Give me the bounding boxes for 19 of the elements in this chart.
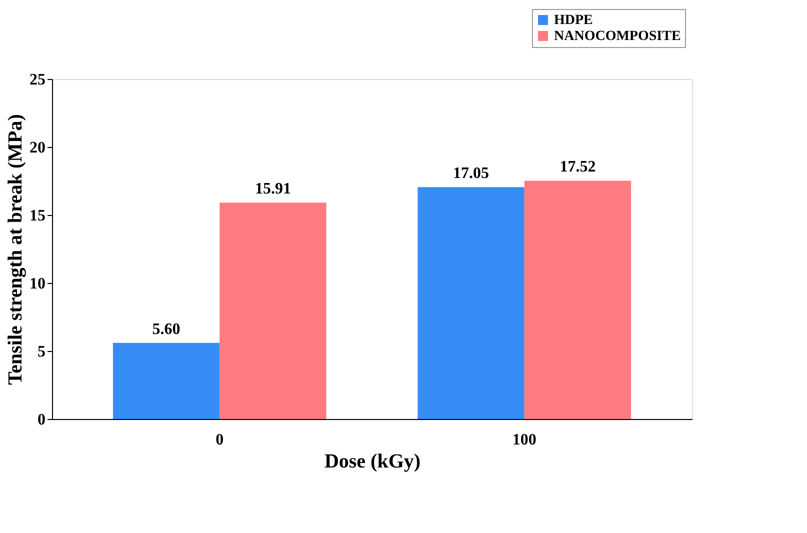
bar [112,342,220,419]
data-label: 15.91 [254,180,291,198]
y-tick-label: 20 [30,140,46,156]
data-label: 5.60 [152,320,180,338]
bar [220,202,326,419]
x-axis-title: Dose (kGy) [324,450,421,472]
data-label: 17.05 [453,165,490,182]
legend-label: HDPE [554,13,593,28]
y-axis-title: Tensile strength at break (MPa) [4,114,26,385]
x-tick-label: 100 [512,432,536,448]
legend-label: NANOCOMPOSITE [554,29,681,44]
y-tick-label: 10 [30,276,46,292]
y-tick-label: 5 [38,344,46,360]
bar [524,180,632,419]
y-tick-label: 0 [38,412,46,428]
y-tick-label: 15 [30,208,46,224]
y-tick-label: 25 [30,72,46,88]
data-label: 17.52 [560,158,596,176]
bar [418,187,524,419]
